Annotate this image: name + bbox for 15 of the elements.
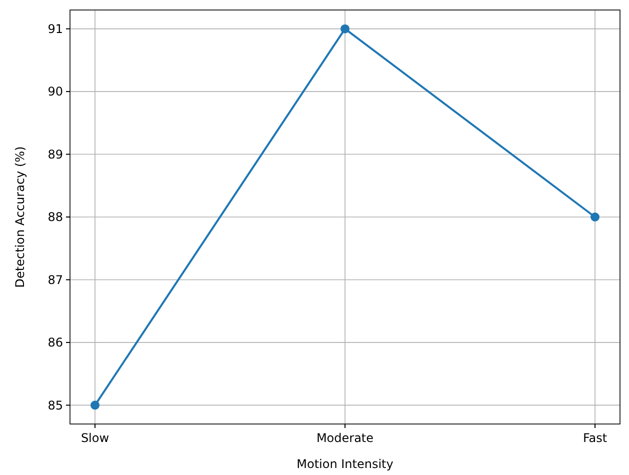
y-tick-label: 86 <box>48 336 63 350</box>
x-tick-label: Fast <box>582 431 608 445</box>
y-tick-label: 89 <box>48 147 63 162</box>
y-tick-label: 90 <box>48 84 63 99</box>
y-tick-label: 88 <box>48 210 63 224</box>
point <box>590 212 600 222</box>
y-tick-label: 87 <box>48 272 63 287</box>
x-axis-title: Motion Intensity <box>296 457 394 471</box>
point <box>340 24 350 34</box>
y-tick-label: 91 <box>48 22 63 36</box>
x-tick-label: Moderate <box>316 431 374 445</box>
point <box>90 400 100 410</box>
y-axis-title: Detection Accuracy (%) <box>13 146 27 288</box>
x-tick-label: Slow <box>80 431 110 445</box>
y-tick-label: 85 <box>48 398 63 412</box>
